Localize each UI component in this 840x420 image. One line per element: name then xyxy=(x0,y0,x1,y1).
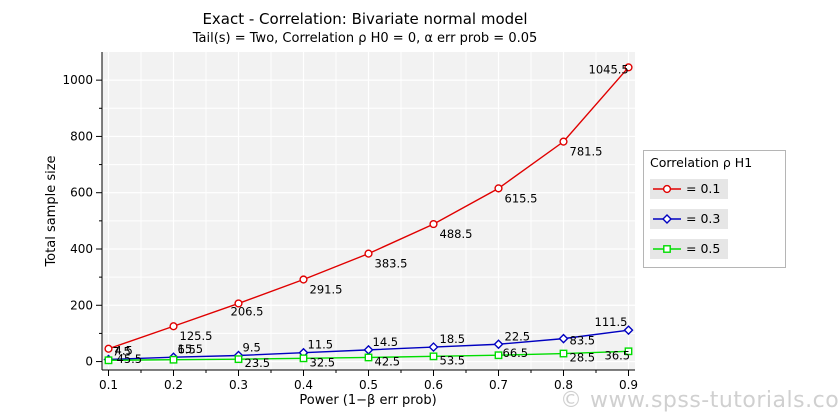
data-label: 781.5 xyxy=(570,145,603,159)
data-label: 383.5 xyxy=(375,257,408,271)
legend: Correlation ρ H1 = 0.1 = 0.3 = 0.5 xyxy=(643,150,786,268)
data-label: 9.5 xyxy=(243,341,261,355)
data-label: 36.5 xyxy=(605,348,631,362)
data-point xyxy=(559,349,568,358)
data-point xyxy=(494,184,503,193)
data-label: 488.5 xyxy=(440,227,473,241)
legend-label: = 0.5 xyxy=(686,241,721,256)
y-tick-label: 0 xyxy=(85,355,93,369)
data-label: 83.5 xyxy=(570,334,596,348)
data-label: 11.5 xyxy=(308,338,334,352)
data-point xyxy=(299,275,308,284)
data-label: 6.5 xyxy=(178,343,196,357)
x-tick-label: 0.3 xyxy=(229,378,248,392)
data-label: 125.5 xyxy=(180,329,213,343)
data-point xyxy=(662,184,672,194)
data-point xyxy=(104,356,113,365)
data-label-layer: 45.5 125.5 206.5 291.5 383.5 488.5 615.5 781.5 1… xyxy=(113,62,631,370)
data-point xyxy=(559,137,568,146)
legend-swatch: = 0.1 xyxy=(650,179,728,199)
data-label: 7.5 xyxy=(113,344,131,358)
y-tick-label: 400 xyxy=(70,242,93,256)
axes: 0.1 0.2 0.3 0.4 0.5 0.6 0.7 0.8 0.9 0 200 400 600 800… xyxy=(62,52,638,392)
x-tick-label: 0.9 xyxy=(619,378,638,392)
data-label: 15.5 xyxy=(178,342,204,356)
data-label: 53.5 xyxy=(440,353,466,367)
data-point xyxy=(624,347,633,356)
legend-label: = 0.1 xyxy=(686,181,721,196)
legend-title: Correlation ρ H1 xyxy=(650,155,753,170)
data-point xyxy=(558,333,569,344)
y-axis-label: Total sample size xyxy=(44,155,59,267)
data-label: 1045.5 xyxy=(589,62,629,76)
data-point xyxy=(364,249,373,258)
data-point xyxy=(364,353,373,362)
data-label: 4.5 xyxy=(115,343,133,357)
legend-label: = 0.3 xyxy=(686,211,721,226)
data-point xyxy=(104,344,113,353)
data-point xyxy=(623,325,634,336)
data-point xyxy=(493,339,504,350)
data-point xyxy=(428,342,439,353)
data-point xyxy=(429,352,438,361)
data-label: 28.5 xyxy=(570,351,596,365)
data-label: 111.5 xyxy=(595,315,628,329)
y-tick-label: 800 xyxy=(70,129,93,143)
x-tick-label: 0.5 xyxy=(359,378,378,392)
data-point xyxy=(624,63,633,72)
y-tick-label: 1000 xyxy=(62,73,93,87)
legend-marker xyxy=(653,245,681,253)
legend-item: = 0.3 xyxy=(650,209,780,229)
series-layer xyxy=(103,63,634,365)
data-point xyxy=(429,219,438,229)
legend-item: = 0.5 xyxy=(650,239,780,259)
legend-marker xyxy=(653,214,681,224)
data-point xyxy=(234,299,243,308)
data-label: 23.5 xyxy=(245,356,271,370)
x-tick-label: 0.8 xyxy=(554,378,573,392)
y-tick-label: 200 xyxy=(70,298,93,312)
x-tick-label: 0.2 xyxy=(164,378,183,392)
legend-marker xyxy=(653,184,681,194)
x-tick-label: 0.1 xyxy=(99,378,118,392)
data-point xyxy=(494,351,503,360)
data-point xyxy=(234,355,243,364)
data-point xyxy=(299,354,308,363)
legend-swatch: = 0.3 xyxy=(650,209,728,229)
data-label: 615.5 xyxy=(505,191,538,205)
data-label: 22.5 xyxy=(505,329,531,343)
data-label: 18.5 xyxy=(440,332,466,346)
x-tick-label: 0.7 xyxy=(489,378,508,392)
legend-swatch: = 0.5 xyxy=(650,239,728,259)
x-axis-label: Power (1−β err prob) xyxy=(299,393,436,408)
data-point xyxy=(169,355,178,364)
x-tick-label: 0.6 xyxy=(424,378,443,392)
data-label: 206.5 xyxy=(231,304,264,318)
data-label: 291.5 xyxy=(310,283,343,297)
legend-item: = 0.1 xyxy=(650,179,780,199)
data-point xyxy=(663,245,671,253)
watermark: © www.spss-tutorials.com xyxy=(560,388,840,413)
chart-title: Exact - Correlation: Bivariate normal mo… xyxy=(202,10,527,28)
data-label: 32.5 xyxy=(310,355,336,369)
chart-subtitle: Tail(s) = Two, Correlation ρ H0 = 0, α e… xyxy=(192,31,538,46)
y-tick-label: 600 xyxy=(70,186,93,200)
data-label: 66.5 xyxy=(503,346,529,360)
data-point xyxy=(169,322,178,331)
data-label: 45.5 xyxy=(117,352,143,366)
data-point xyxy=(662,214,672,224)
data-label: 42.5 xyxy=(375,354,401,368)
x-tick-label: 0.4 xyxy=(294,378,313,392)
data-label: 14.5 xyxy=(373,335,399,349)
